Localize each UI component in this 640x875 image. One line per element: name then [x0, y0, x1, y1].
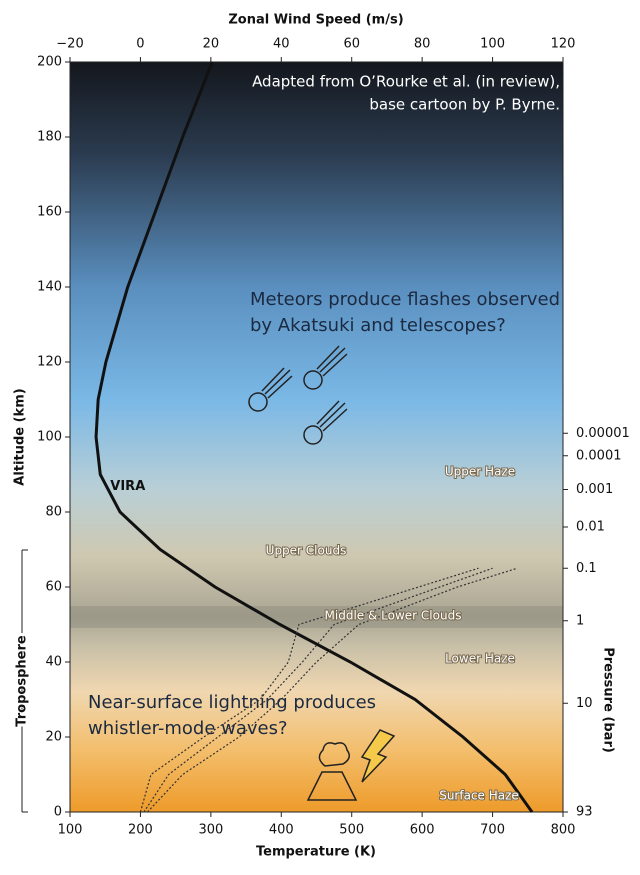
lightning-note: Near-surface lightning produces [88, 692, 376, 713]
y-tick-label: 160 [37, 205, 62, 220]
y-axis-label: Altitude (km) [13, 388, 28, 485]
credit: Adapted from O’Rourke et al. (in review)… [252, 73, 560, 91]
x-tick-label: 700 [480, 823, 505, 838]
y2-tick-label: 10 [576, 696, 593, 711]
x-tick-label: 100 [58, 823, 83, 838]
y2-tick-label: 93 [576, 805, 593, 820]
x2-tick-label: 60 [343, 37, 360, 52]
region-label: Lower Haze [445, 652, 515, 666]
x-tick-label: 800 [551, 823, 576, 838]
background [70, 62, 563, 812]
region-label: Middle & Lower Clouds [325, 609, 462, 623]
region-label: Surface Haze [439, 789, 519, 803]
bracket-label: Troposphere [15, 635, 30, 727]
meteor-note: by Akatsuki and telescopes? [250, 315, 506, 336]
wind-profile [139, 567, 479, 813]
y2-tick-label: 0.001 [576, 482, 613, 497]
region-label: Upper Haze [445, 465, 515, 479]
meteor-note: Meteors produce flashes observed [250, 289, 560, 310]
x-tick-label: 500 [339, 823, 364, 838]
meteors [248, 345, 348, 445]
x2-axis-label: Zonal Wind Speed (m/s) [228, 13, 403, 28]
troposphere-bracket [21, 549, 28, 813]
y2-tick-label: 1 [576, 613, 584, 628]
y-tick-label: 200 [37, 55, 62, 70]
y-tick-label: 140 [37, 280, 62, 295]
y2-tick-label: 0.0001 [576, 448, 622, 463]
x-tick-label: 600 [410, 823, 435, 838]
x2-tick-label: 40 [273, 37, 290, 52]
y-tick-label: 20 [45, 730, 62, 745]
y-tick-label: 120 [37, 355, 62, 370]
y-tick-label: 100 [37, 430, 62, 445]
x2-tick-label: 20 [203, 37, 220, 52]
y-tick-label: 180 [37, 130, 62, 145]
y-tick-label: 60 [45, 580, 62, 595]
region-label: Upper Clouds [266, 544, 347, 558]
x2-tick-label: 80 [414, 37, 431, 52]
volcano-and-lightning [306, 729, 396, 801]
y-tick-label: 0 [54, 805, 62, 820]
temperature-profile [94, 61, 534, 813]
x-tick-label: 400 [269, 823, 294, 838]
x-tick-label: 200 [128, 823, 153, 838]
credit: base cartoon by P. Byrne. [369, 96, 560, 114]
x2-tick-label: 0 [136, 37, 144, 52]
x2-tick-label: −20 [56, 37, 83, 52]
y2-tick-label: 0.1 [576, 561, 597, 576]
x2-tick-label: 120 [551, 37, 576, 52]
x2-tick-label: 100 [480, 37, 505, 52]
y2-tick-label: 0.01 [576, 520, 605, 535]
wind-profile [147, 567, 518, 813]
y-tick-label: 80 [45, 505, 62, 520]
legend-label: VIRA [110, 479, 145, 494]
y2-tick-label: 0.00001 [576, 426, 630, 441]
y-tick-label: 40 [45, 655, 62, 670]
y2-axis-label: Pressure (bar) [601, 647, 616, 753]
x-axis-label: Temperature (K) [256, 845, 376, 860]
cloud-band [70, 606, 563, 628]
x-tick-label: 300 [198, 823, 223, 838]
lightning-note: whistler-mode waves? [88, 718, 288, 739]
